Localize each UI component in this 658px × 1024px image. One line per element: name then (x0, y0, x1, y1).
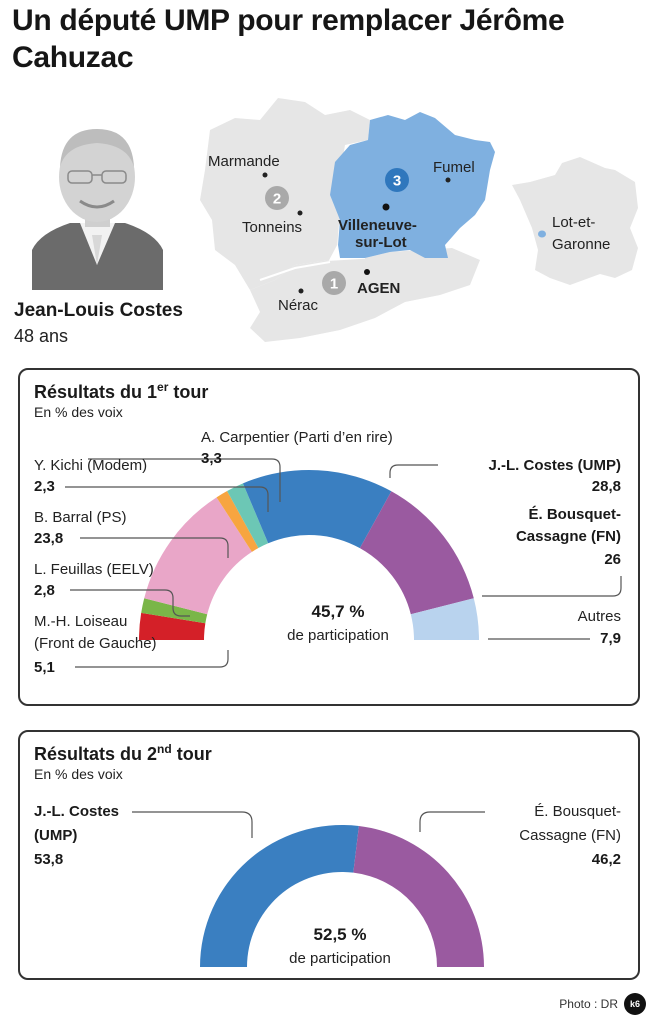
first-round-chart: 45,7 % de participation A. Carpentier (P… (34, 429, 622, 676)
participation-value-2: 52,5 % (314, 925, 367, 944)
city-dot-villeneuve (382, 203, 390, 211)
participation-label: de participation (287, 627, 389, 644)
tie-shape (92, 235, 102, 265)
label-value-bousquet: 26 (604, 551, 621, 568)
slice-a-carpentier-parti-d-en-rire (227, 483, 269, 548)
inset-label-line2: Garonne (552, 236, 610, 253)
participation-label-2: de participation (289, 950, 391, 967)
portrait-photo (30, 115, 165, 290)
slice-b-barral-ps (144, 497, 252, 615)
city-dot-agen (364, 269, 370, 275)
leader-line-loiseau (75, 650, 229, 668)
leader-line-bousquet (419, 811, 485, 832)
label-value-costes-2: 53,8 (34, 851, 63, 868)
label-name-bousquet-2-line2: Cassagne (FN) (519, 827, 621, 844)
department-map: 2 3 1 Marmande Tonneins Fumel Villeneuve… (200, 98, 638, 342)
city-label-tonneins: Tonneins (242, 219, 302, 236)
publisher-logo: k6 (624, 993, 646, 1015)
label-name-autres: Autres (578, 608, 621, 625)
face-shape (59, 132, 135, 222)
city-label-agen: AGEN (357, 280, 400, 297)
label-name-costes: J.-L. Costes (UMP) (488, 457, 621, 474)
first-round-panel: Résultats du 1er tour En % des voix 45,7… (18, 368, 640, 706)
city-label-marmande: Marmande (208, 153, 280, 170)
city-label-fumel: Fumel (433, 159, 475, 176)
city-dot-nerac (298, 288, 304, 294)
leader-line-carpentier (88, 458, 281, 502)
first-round-subtitle: En % des voix (34, 404, 123, 420)
label-name-costes-2-line1: J.-L. Costes (34, 803, 119, 820)
lot-et-garonne-marker (538, 230, 546, 238)
city-label-villeneuve-2: sur-Lot (355, 234, 407, 251)
label-value-loiseau: 5,1 (34, 659, 55, 676)
slice-bousquet-cassagne-fn (353, 826, 484, 967)
label-value-barral: 23,8 (34, 530, 63, 547)
slice-l-feuillas-eelv (141, 598, 208, 624)
france-outline (512, 157, 638, 285)
circonscription-badge-3 (385, 168, 409, 192)
city-dot-tonneins (297, 210, 303, 216)
page-title: Un député UMP pour remplacer Jérôme Cahu… (12, 4, 565, 74)
label-value-carpentier: 3,3 (201, 450, 222, 467)
photo-credit: Photo : DR (559, 997, 618, 1011)
label-name-loiseau-2: (Front de Gauche) (34, 635, 157, 652)
label-value-bousquet-2: 46,2 (592, 851, 621, 868)
first-round-title: Résultats du 1er tour (34, 380, 209, 402)
slice-autres (410, 598, 479, 640)
person-age: 48 ans (14, 326, 69, 346)
hair-shape (60, 129, 134, 167)
second-round-chart: 52,5 % de participation J.-L. Costes (UM… (34, 803, 621, 967)
second-round-subtitle: En % des voix (34, 766, 123, 782)
city-dot-marmande (262, 172, 268, 178)
label-name-carpentier: A. Carpentier (Parti d’en rire) (201, 429, 393, 446)
city-dot-fumel (445, 177, 451, 183)
leader-line-costes (132, 811, 253, 838)
badge-2-label: 2 (273, 191, 281, 208)
circonscription-badge-2 (265, 186, 289, 210)
label-value-costes: 28,8 (592, 478, 621, 495)
slice-m-h-loiseau-front-de-gauche (139, 612, 206, 640)
slice-bousquet-cassagne-fn (359, 491, 474, 615)
leader-line-kichi (65, 486, 269, 512)
badge-3-label: 3 (393, 173, 401, 190)
participation-value: 45,7 % (312, 602, 365, 621)
label-name-feuillas: L. Feuillas (EELV) (34, 561, 154, 578)
slice-y-kichi-modem (216, 491, 259, 552)
label-value-kichi: 2,3 (34, 478, 55, 495)
leader-line-bousquet (482, 576, 622, 597)
leader-line-costes (389, 464, 438, 478)
city-label-villeneuve-1: Villeneuve- (338, 217, 417, 234)
city-label-nerac: Nérac (278, 297, 319, 314)
person-name: Jean-Louis Costes (14, 300, 183, 321)
circonscription-badge-1 (322, 271, 346, 295)
label-name-barral: B. Barral (PS) (34, 509, 127, 526)
label-name-loiseau-1: M.-H. Loiseau (34, 613, 127, 630)
badge-1-label: 1 (330, 276, 338, 293)
label-value-autres: 7,9 (600, 630, 621, 647)
circonscription-1-area (250, 248, 480, 342)
label-name-bousquet-1: É. Bousquet- (529, 506, 622, 523)
leader-line-barral (80, 537, 229, 558)
leader-line-feuillas (70, 589, 190, 617)
slice-j-l-costes-ump (200, 825, 359, 967)
label-name-bousquet-2-line1: É. Bousquet- (534, 803, 621, 820)
second-round-title: Résultats du 2nd tour (34, 742, 212, 764)
circonscription-3-area (330, 112, 495, 258)
label-name-kichi: Y. Kichi (Modem) (34, 457, 147, 474)
label-name-bousquet-2: Cassagne (FN) (516, 528, 621, 545)
second-round-panel: Résultats du 2nd tour En % des voix 52,5… (18, 730, 640, 980)
inset-label-line1: Lot-et- (552, 214, 595, 231)
label-value-feuillas: 2,8 (34, 582, 55, 599)
label-name-costes-2-line2: (UMP) (34, 827, 77, 844)
